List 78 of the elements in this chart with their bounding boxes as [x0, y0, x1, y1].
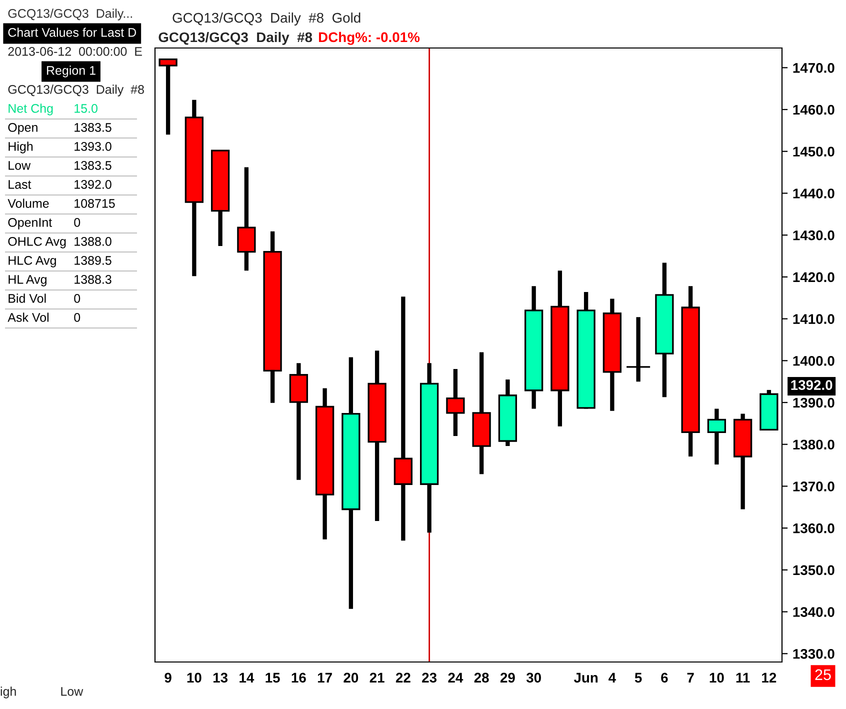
- candlestick: [158, 58, 178, 135]
- text: OHLC Avg: [8, 237, 66, 248]
- text: Open: [8, 123, 38, 134]
- text: Net Chg: [8, 104, 53, 116]
- text: DChg%: -0.01%: [318, 32, 420, 45]
- text: 1383.5: [74, 123, 112, 132]
- text: 1383.5: [74, 161, 112, 170]
- text: 1392.0: [74, 180, 112, 189]
- x-tick-label: 17: [318, 672, 332, 682]
- y-tick-label: 1460.0: [793, 104, 834, 115]
- text: 108715: [74, 199, 115, 208]
- candlestick: [707, 408, 726, 464]
- text: 1389.5: [74, 256, 112, 265]
- text: 1393.0: [74, 142, 112, 151]
- y-tick-label: 1340.0: [793, 607, 834, 617]
- x-tick-label: 12: [762, 672, 776, 682]
- x-tick-label: 6: [661, 672, 668, 683]
- text: Low: [8, 161, 31, 170]
- x-tick-label: 7: [687, 672, 694, 682]
- x-tick-label: 23: [422, 672, 437, 683]
- candlestick: [446, 369, 465, 436]
- x-tick-label: Jun: [574, 672, 598, 683]
- text: GCQ13/GCQ3 Daily...: [8, 8, 132, 20]
- candlestick: [394, 296, 413, 541]
- text: 0: [74, 218, 80, 227]
- x-tick-label: 15: [266, 672, 280, 683]
- text: HLC Avg: [8, 256, 56, 268]
- text: 0: [74, 313, 80, 322]
- text: Region 1: [47, 66, 96, 78]
- x-tick-label: 5: [634, 672, 642, 683]
- x-tick-label: 29: [500, 672, 515, 683]
- text: 15.0: [74, 104, 98, 113]
- y-tick-label: 1410.0: [793, 314, 834, 324]
- y-tick-label: 1360.0: [793, 523, 834, 534]
- y-tick-label: 1430.0: [793, 230, 834, 240]
- x-tick-label: 30: [526, 672, 541, 683]
- x-tick-label: 24: [448, 672, 464, 682]
- y-tick-label: 1400.0: [793, 356, 834, 366]
- x-tick-label: 13: [213, 672, 228, 683]
- text: Last: [8, 180, 32, 189]
- text: HL Avg: [8, 275, 46, 286]
- text: GCQ13/GCQ3 Daily #8: [8, 84, 144, 96]
- y-tick-label: 1420.0: [793, 272, 834, 282]
- y-tick-label: 1390.0: [793, 398, 834, 408]
- text: OpenInt: [8, 218, 52, 230]
- text: 25: [815, 669, 831, 680]
- x-tick-label: 28: [474, 672, 489, 683]
- x-tick-label: 11: [736, 672, 750, 682]
- text: 2013-06-12 00:00:00 E: [8, 47, 142, 56]
- x-tick-label: 21: [370, 672, 384, 682]
- x-tick-label: 20: [344, 672, 358, 683]
- text: High: [8, 142, 33, 154]
- y-tick-label: 1370.0: [793, 482, 834, 492]
- chart-subtitle: GCQ13/GCQ3 Daily #8: [158, 32, 312, 45]
- text: 1392.0: [791, 380, 832, 390]
- y-tick-label: 1470.0: [793, 63, 834, 73]
- text: 1388.3: [74, 275, 112, 284]
- y-tick-label: 1440.0: [793, 188, 834, 198]
- text: Low: [61, 687, 84, 696]
- x-tick-label: 4: [608, 672, 616, 682]
- text: Volume: [8, 198, 49, 208]
- x-tick-label: 22: [396, 672, 410, 682]
- chart-title: GCQ13/GCQ3 Daily #8 Gold: [172, 12, 360, 26]
- text: 1388.0: [74, 237, 112, 246]
- y-tick-label: 1380.0: [793, 440, 834, 450]
- x-tick-label: 10: [710, 672, 724, 683]
- text: igh: [0, 686, 16, 698]
- text: Ask Vol: [8, 312, 48, 322]
- y-tick-label: 1330.0: [793, 648, 834, 659]
- text: Bid Vol: [8, 294, 46, 303]
- text: Chart Values for Last D: [8, 28, 136, 37]
- text: 0: [74, 294, 80, 303]
- x-tick-label: 10: [187, 672, 202, 683]
- y-tick-label: 1350.0: [793, 565, 834, 576]
- x-tick-label: 9: [164, 672, 172, 683]
- x-tick-label: 14: [240, 672, 254, 682]
- x-tick-label: 16: [292, 672, 306, 683]
- y-tick-label: 1450.0: [793, 146, 834, 157]
